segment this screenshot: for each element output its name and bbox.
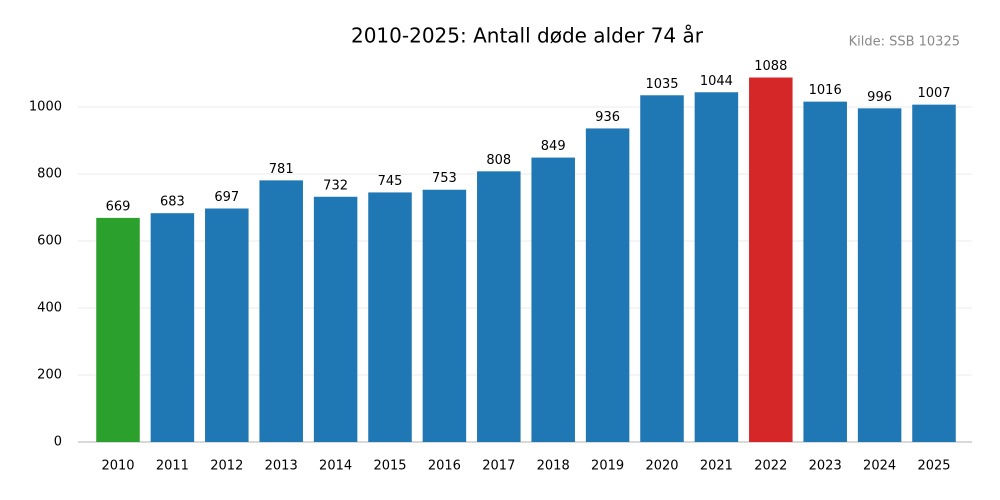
bar: [585, 128, 630, 442]
bar: [368, 192, 412, 442]
value-label: 1044: [700, 74, 733, 89]
bar: [857, 108, 902, 442]
value-label: 849: [541, 139, 566, 154]
x-tick-label: 2014: [319, 459, 352, 474]
bar: [477, 171, 521, 442]
x-tick-label: 2013: [265, 459, 298, 474]
x-tick-label: 2019: [591, 459, 624, 474]
x-tick-label: 2022: [754, 459, 787, 474]
y-tick-label: 600: [37, 234, 62, 249]
y-tick-label: 200: [37, 368, 62, 383]
source-note: Kilde: SSB 10325: [849, 35, 960, 50]
value-label: 669: [106, 199, 131, 214]
x-tick-label: 2020: [645, 459, 678, 474]
value-label: 808: [486, 153, 511, 168]
bar: [96, 217, 140, 442]
x-tick-label: 2024: [863, 459, 896, 474]
x-tick-label: 2012: [210, 459, 243, 474]
value-label: 996: [867, 90, 892, 105]
y-tick-label: 800: [37, 167, 62, 182]
bar: [803, 101, 847, 442]
y-tick-label: 400: [37, 301, 62, 316]
x-tick-label: 2023: [809, 459, 842, 474]
value-label: 1007: [917, 86, 950, 101]
x-tick-label: 2016: [428, 459, 461, 474]
bar: [205, 208, 249, 442]
bar: [150, 213, 195, 442]
x-tick-label: 2011: [156, 459, 189, 474]
value-label: 683: [160, 195, 185, 210]
value-label: 781: [269, 162, 294, 177]
bar: [694, 92, 739, 442]
x-tick-label: 2015: [373, 459, 406, 474]
value-label: 1035: [645, 77, 678, 92]
value-label: 732: [323, 178, 348, 193]
bar: [531, 157, 575, 442]
bar: [912, 104, 956, 442]
value-label: 745: [378, 174, 403, 189]
y-tick-label: 1000: [29, 100, 62, 115]
value-label: 1016: [809, 83, 842, 98]
bar: [640, 95, 684, 443]
y-tick-label: 0: [54, 435, 62, 450]
value-label: 697: [214, 190, 239, 205]
bar: [259, 180, 303, 443]
x-tick-label: 2017: [482, 459, 515, 474]
x-tick-label: 2018: [537, 459, 570, 474]
bar: [313, 196, 358, 442]
x-tick-label: 2021: [700, 459, 733, 474]
value-label: 753: [432, 171, 457, 186]
value-label: 1088: [754, 59, 787, 74]
value-label: 936: [595, 110, 620, 125]
chart-title: 2010-2025: Antall døde alder 74 år: [351, 24, 704, 48]
bar: [422, 189, 467, 442]
x-tick-label: 2025: [917, 459, 950, 474]
x-tick-label: 2010: [101, 459, 134, 474]
bar: [749, 77, 793, 443]
